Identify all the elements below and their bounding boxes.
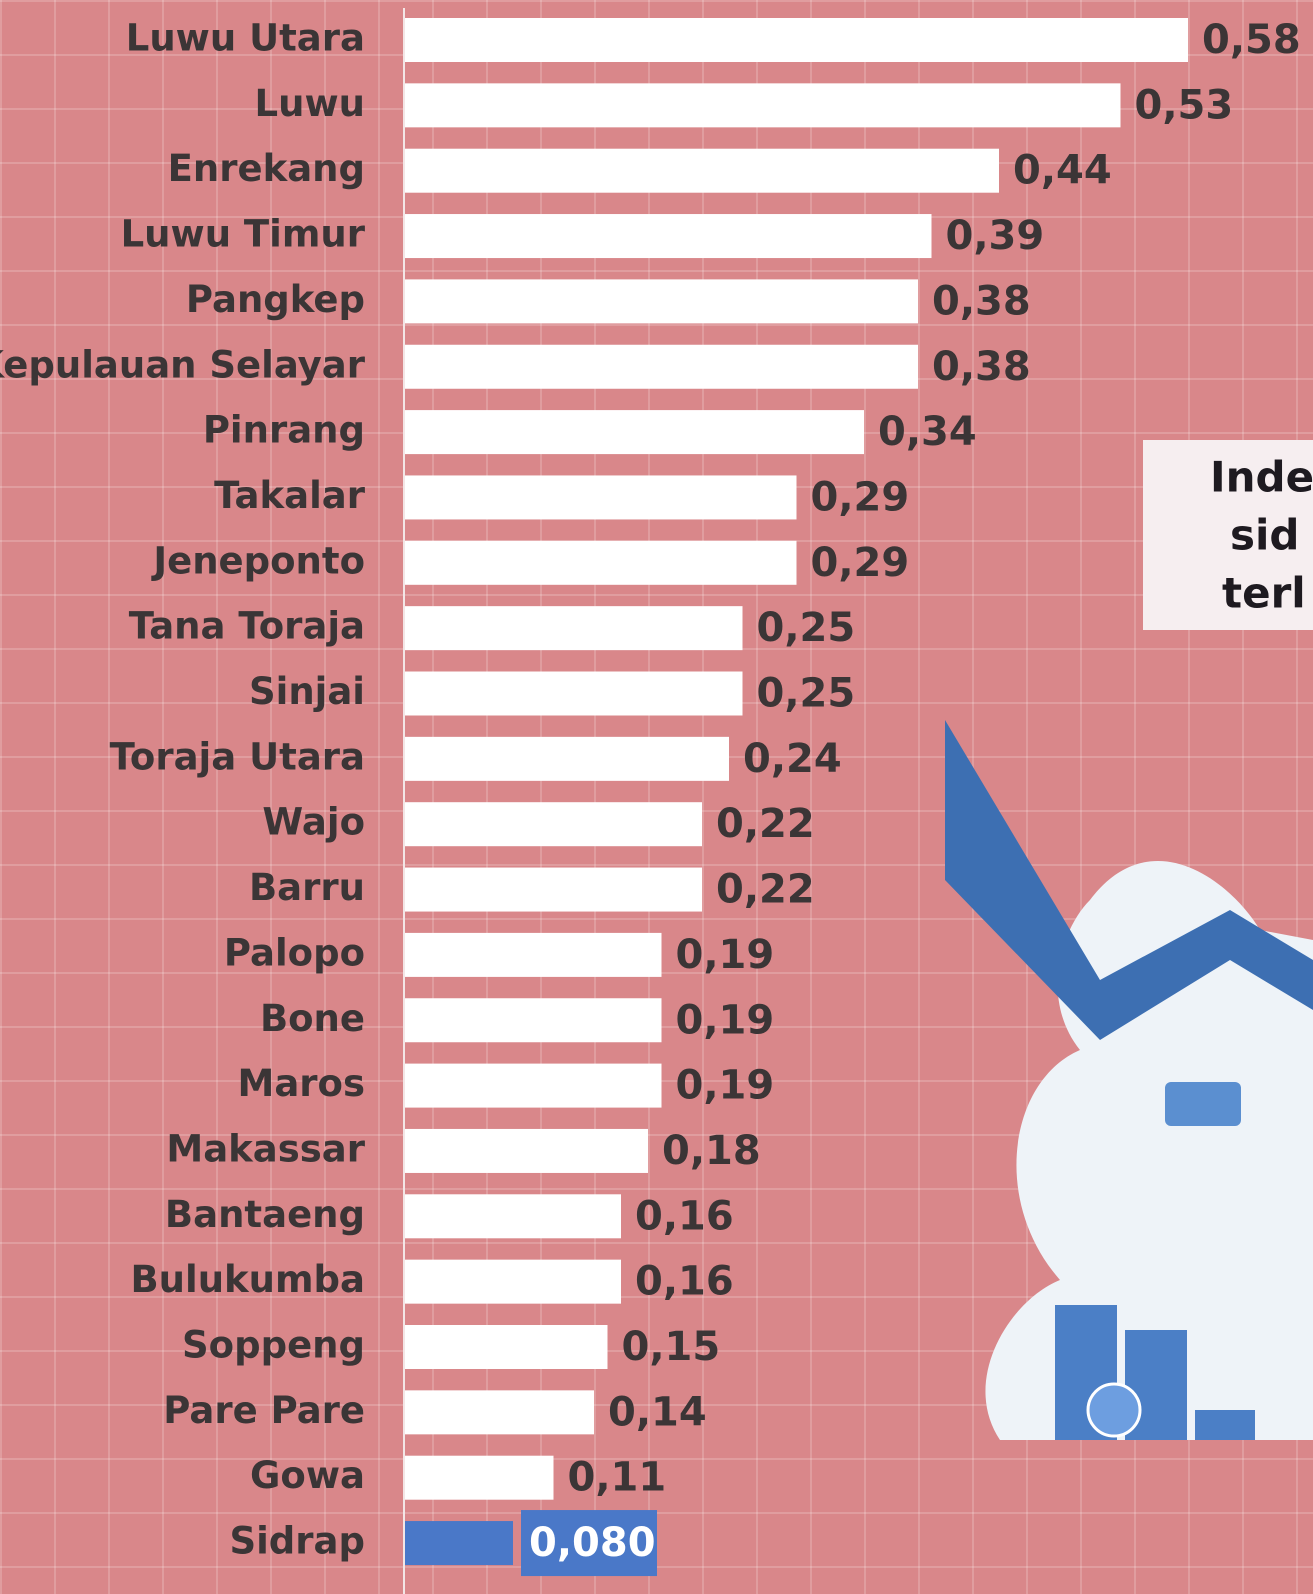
bar bbox=[405, 998, 662, 1042]
category-label: Soppeng bbox=[182, 1324, 365, 1367]
value-label: 0,19 bbox=[676, 932, 775, 978]
bar bbox=[405, 1521, 513, 1565]
annotation-text: sid bbox=[1230, 511, 1299, 560]
bar bbox=[405, 606, 743, 650]
category-label: Takalar bbox=[214, 474, 366, 517]
value-label: 0,53 bbox=[1135, 82, 1234, 128]
bar bbox=[405, 1456, 554, 1500]
category-label: Luwu bbox=[255, 82, 365, 125]
value-label: 0,24 bbox=[743, 736, 842, 782]
value-label: 0,19 bbox=[676, 1063, 775, 1109]
bar bbox=[405, 541, 797, 585]
category-label: Bone bbox=[260, 997, 365, 1040]
value-label: 0,39 bbox=[946, 213, 1045, 259]
category-label: Palopo bbox=[224, 931, 365, 974]
bar bbox=[405, 279, 918, 323]
category-label: Pinrang bbox=[203, 409, 365, 452]
bar bbox=[405, 933, 662, 977]
value-label: 0,080 bbox=[529, 1520, 656, 1566]
category-label: Makassar bbox=[166, 1127, 365, 1170]
value-label: 0,22 bbox=[716, 801, 815, 847]
annotation-text: Inde bbox=[1210, 453, 1313, 502]
bar bbox=[405, 737, 729, 781]
value-label: 0,15 bbox=[622, 1324, 721, 1370]
value-label: 0,38 bbox=[932, 278, 1031, 324]
value-label: 0,58 bbox=[1202, 17, 1301, 63]
value-label: 0,25 bbox=[757, 671, 856, 717]
category-label: Bantaeng bbox=[165, 1193, 365, 1236]
annotation-text: terl bbox=[1222, 569, 1306, 618]
bar bbox=[405, 18, 1188, 62]
bar bbox=[405, 1194, 621, 1238]
value-label: 0,16 bbox=[635, 1259, 734, 1305]
category-label: Bulukumba bbox=[130, 1258, 365, 1301]
category-label: Pare Pare bbox=[163, 1389, 365, 1432]
value-label: 0,29 bbox=[811, 540, 910, 586]
value-label: 0,34 bbox=[878, 409, 977, 455]
bar bbox=[405, 475, 797, 519]
category-label: Pangkep bbox=[186, 278, 365, 321]
category-label: Sidrap bbox=[229, 1520, 365, 1563]
category-label: Toraja Utara bbox=[110, 735, 365, 778]
value-label: 0,11 bbox=[568, 1455, 667, 1501]
bar bbox=[405, 83, 1121, 127]
category-label: Barru bbox=[249, 866, 365, 909]
chart: Luwu Utara 0,58 Luwu 0,53 Enrekang 0,44 Luwu T… bbox=[0, 0, 1313, 1594]
category-label: Gowa bbox=[250, 1454, 365, 1497]
bar bbox=[405, 802, 702, 846]
bar bbox=[405, 1260, 621, 1304]
value-label: 0,16 bbox=[635, 1193, 734, 1239]
category-label: Luwu Utara bbox=[126, 17, 365, 60]
page: Luwu Utara 0,58 Luwu 0,53 Enrekang 0,44 Luwu T… bbox=[0, 0, 1313, 1594]
category-label: Maros bbox=[238, 1062, 365, 1105]
bar bbox=[405, 410, 864, 454]
bar bbox=[405, 1064, 662, 1108]
category-label: Tana Toraja bbox=[129, 605, 365, 648]
bar bbox=[405, 214, 932, 258]
category-label: Jeneponto bbox=[150, 539, 365, 582]
category-label: Luwu Timur bbox=[121, 213, 366, 256]
value-label: 0,22 bbox=[716, 867, 815, 913]
bar bbox=[405, 345, 918, 389]
bar bbox=[405, 1129, 648, 1173]
category-label: Sinjai bbox=[249, 670, 365, 713]
bar bbox=[405, 1390, 594, 1434]
category-label: Wajo bbox=[262, 801, 365, 844]
category-label: Kepulauan Selayar bbox=[0, 343, 366, 386]
value-label: 0,29 bbox=[811, 474, 910, 520]
bar bbox=[405, 672, 743, 716]
category-label: Enrekang bbox=[168, 147, 365, 190]
bar bbox=[405, 149, 999, 193]
bar bbox=[405, 868, 702, 912]
value-label: 0,38 bbox=[932, 344, 1031, 390]
value-label: 0,25 bbox=[757, 605, 856, 651]
value-label: 0,19 bbox=[676, 997, 775, 1043]
bar bbox=[405, 1325, 608, 1369]
value-label: 0,18 bbox=[662, 1128, 761, 1174]
value-label: 0,14 bbox=[608, 1389, 707, 1435]
value-label: 0,44 bbox=[1013, 148, 1112, 194]
